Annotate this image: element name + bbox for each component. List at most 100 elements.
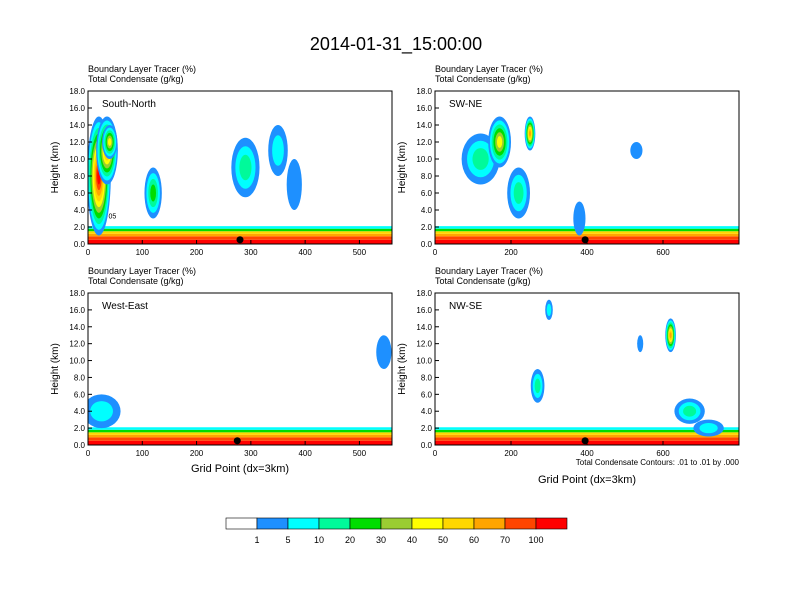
y-tick-label: 2.0 (74, 223, 86, 232)
plot-frame (87, 90, 393, 245)
y-tick-label: 18.0 (416, 289, 432, 298)
colorbar: 1 5 10 20 30 40 50 60 70 100 (225, 517, 568, 545)
y-axis-label: Height (km) (397, 142, 408, 194)
y-tick-label: 0.0 (74, 240, 86, 249)
y-tick-label: 14.0 (69, 323, 85, 332)
y-tick-label: 18.0 (69, 87, 85, 96)
x-tick-label: 400 (298, 248, 312, 257)
y-tick-label: 4.0 (74, 206, 86, 215)
panel-subtitle-2: Total Condensate (g/kg) (435, 276, 531, 286)
y-tick-label: 12.0 (69, 138, 85, 147)
tracer-blob (534, 378, 541, 394)
colorbar-swatch (380, 517, 413, 530)
y-tick-label: 4.0 (421, 407, 433, 416)
x-tick-label: 100 (136, 449, 150, 458)
y-tick-label: 2.0 (421, 424, 433, 433)
panel-subtitle-1: Boundary Layer Tracer (%) (88, 266, 196, 276)
colorbar-swatch (349, 517, 382, 530)
colorbar-label: 20 (345, 535, 355, 545)
tracer-blob (683, 405, 697, 417)
plot-frame (87, 292, 393, 446)
tracer-blob (496, 136, 503, 148)
y-tick-label: 8.0 (421, 373, 433, 382)
x-tick-label: 400 (298, 449, 312, 458)
x-tick-label: 600 (656, 248, 670, 257)
tracer-band (88, 427, 392, 430)
colorbar-label: 70 (500, 535, 510, 545)
y-tick-label: 12.0 (416, 340, 432, 349)
panel-subtitle-2: Total Condensate (g/kg) (435, 74, 531, 84)
tracer-band (435, 233, 739, 237)
x-tick-label: 200 (190, 248, 204, 257)
tracer-blob (239, 154, 252, 181)
tracer-band (435, 228, 739, 232)
x-tick-label: 500 (353, 248, 367, 257)
y-tick-label: 8.0 (74, 172, 86, 181)
figure-title: 2014-01-31_15:00:00 (310, 34, 482, 55)
y-tick-label: 6.0 (421, 390, 433, 399)
y-tick-label: 14.0 (69, 121, 85, 130)
y-tick-label: 6.0 (74, 189, 86, 198)
colorbar-swatch (535, 517, 568, 530)
colorbar-label: 100 (528, 535, 543, 545)
y-tick-label: 16.0 (416, 306, 432, 315)
tracer-blob (699, 423, 718, 434)
y-tick-label: 0.0 (421, 441, 433, 450)
colorbar-swatch (225, 517, 258, 530)
panel-subtitle-1: Boundary Layer Tracer (%) (435, 64, 543, 74)
colorbar-swatch (318, 517, 351, 530)
x-tick-label: 0 (86, 248, 91, 257)
colorbar-label: 5 (285, 535, 290, 545)
y-axis-label: Height (km) (397, 343, 408, 395)
tracer-band (88, 432, 392, 435)
colorbar-label: 10 (314, 535, 324, 545)
panel-label: SW-NE (449, 99, 482, 110)
panel-subtitle-1: Boundary Layer Tracer (%) (88, 64, 196, 74)
y-tick-label: 2.0 (74, 424, 86, 433)
y-tick-label: 4.0 (74, 407, 86, 416)
tracer-blob (286, 159, 302, 210)
colorbar-swatch (473, 517, 506, 530)
panel-label: NW-SE (449, 301, 482, 312)
colorbar-swatch (256, 517, 289, 530)
tracer-band (88, 231, 392, 234)
y-tick-label: 10.0 (416, 155, 432, 164)
y-tick-label: 16.0 (69, 306, 85, 315)
panel-label: West-East (102, 301, 148, 312)
tracer-blob (573, 201, 586, 236)
panel-3: 0 100 200 300 400 500 0.0 2.0 4.0 6.0 8.0 10.0 12.0 1… (50, 266, 393, 458)
colorbar-label: 40 (407, 535, 417, 545)
tracer-band (88, 228, 392, 232)
tracer-blob (546, 303, 552, 316)
contour-label: 05 (109, 214, 117, 221)
y-tick-label: 10.0 (69, 155, 85, 164)
colorbar-swatch (411, 517, 444, 530)
y-tick-label: 8.0 (421, 172, 433, 181)
x-tick-label: 100 (136, 248, 150, 257)
tracer-band (88, 226, 392, 229)
colorbar-label: 50 (438, 535, 448, 545)
x-tick-label: 600 (656, 449, 670, 458)
tracer-band (435, 427, 739, 430)
y-tick-label: 14.0 (416, 323, 432, 332)
y-tick-label: 10.0 (69, 357, 85, 366)
panel-subtitle-1: Boundary Layer Tracer (%) (435, 266, 543, 276)
colorbar-label: 1 (254, 535, 259, 545)
tracer-band (88, 233, 392, 237)
x-tick-label: 500 (353, 449, 367, 458)
x-tick-label: 300 (244, 449, 258, 458)
y-tick-label: 2.0 (421, 223, 433, 232)
tracer-blob (513, 182, 524, 204)
tracer-blob (529, 130, 531, 137)
panel-2: 0 200 400 600 0.0 2.0 4.0 6.0 8.0 10.0 12.0 14.0 16.… (397, 64, 740, 257)
y-tick-label: 0.0 (421, 240, 433, 249)
colorbar-swatch (442, 517, 475, 530)
tracer-band (435, 429, 739, 433)
x-tick-label: 400 (580, 248, 594, 257)
location-marker (581, 236, 589, 244)
y-tick-label: 18.0 (69, 289, 85, 298)
tracer-field (88, 116, 392, 244)
y-tick-label: 6.0 (421, 189, 433, 198)
panel-4: 0 200 400 600 0.0 2.0 4.0 6.0 8.0 10.0 12.0 14.0 16.… (397, 266, 740, 458)
